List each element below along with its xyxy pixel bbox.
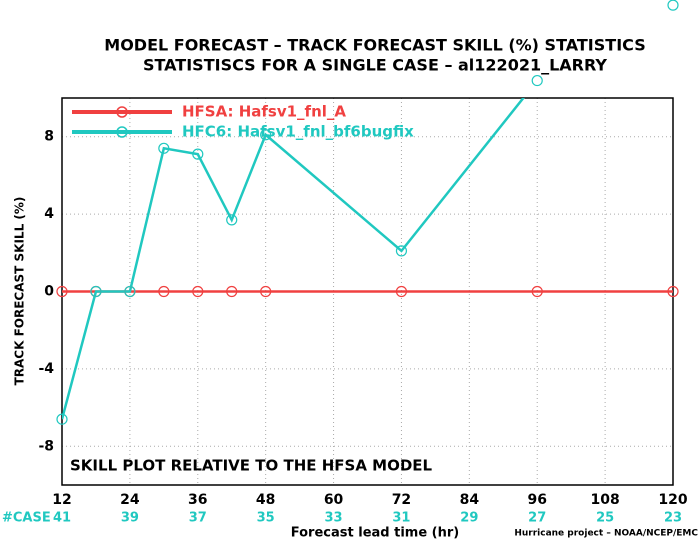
case-label: #CASE [2,511,51,526]
annotation: SKILL PLOT RELATIVE TO THE HFSA MODEL [70,457,433,475]
series-marker [192,148,204,160]
series-marker [192,285,204,298]
x-axis-label: Forecast lead time (hr) [291,526,459,541]
series-marker [158,285,170,298]
legend-label: HFSA: Hafsv1_fnl_A [182,103,346,121]
x-tick-label: 120 [658,492,687,508]
series-marker [226,285,238,298]
legend-marker [116,126,128,138]
x-tick-label: 12 [52,492,71,508]
case-count: 33 [325,511,343,526]
case-count: 23 [664,511,682,526]
y-tick-label: -4 [38,361,54,377]
series-marker [260,129,272,141]
x-tick-label: 96 [527,492,546,508]
series-marker [260,285,272,298]
y-axis-label: TRACK FORECAST SKILL (%) [13,197,27,386]
y-tick-label: 4 [44,206,54,222]
series-marker [226,214,238,226]
case-count: 27 [528,511,546,526]
case-count: 37 [189,511,207,526]
series-marker [395,245,408,257]
credit: Hurricane project – NOAA/NCEP/EMC [514,529,698,539]
series-marker [158,142,170,154]
x-tick-label: 84 [460,492,480,508]
series-marker [56,285,68,298]
x-tick-label: 108 [590,492,619,508]
plot-area [62,98,673,420]
series-marker [531,285,543,298]
case-count: 31 [392,511,410,526]
x-tick-label: 48 [256,492,275,508]
legend-label: HFC6: Hafsv1_fnl_bf6bugfix [182,123,414,141]
series-marker [531,74,543,87]
y-tick-label: 8 [44,129,54,145]
case-count: 35 [257,511,275,526]
x-tick-label: 60 [324,492,344,508]
case-count: 25 [596,511,614,526]
y-tick-label: -8 [38,438,54,454]
x-tick-label: 72 [392,492,411,508]
series-marker [667,285,679,298]
case-count: 39 [121,511,139,526]
x-tick-label: 24 [120,492,140,508]
series-marker [667,0,679,11]
chart-title: MODEL FORECAST – TRACK FORECAST SKILL (%… [104,36,645,55]
case-count: 41 [53,511,71,526]
series-marker [56,413,68,425]
chart-subtitle: STATISTISCS FOR A SINGLE CASE – al122021… [143,56,607,75]
series-marker [90,285,102,298]
series-marker [124,285,136,298]
legend-marker [116,106,128,118]
case-count: 29 [460,511,478,526]
series-line [62,98,525,420]
y-tick-label: 0 [44,284,54,300]
series-marker [395,285,408,298]
x-tick-label: 36 [188,492,207,508]
